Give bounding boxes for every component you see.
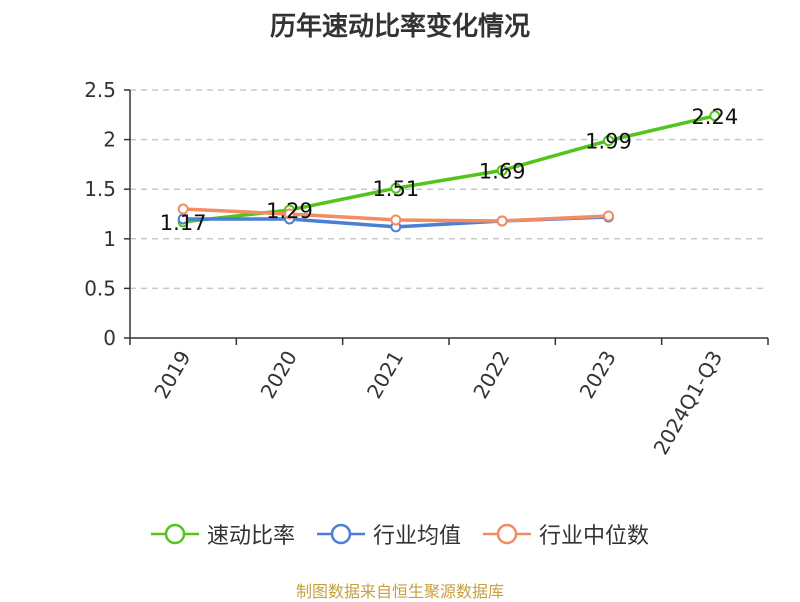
legend-swatch-icon (483, 523, 531, 545)
data-label-5: 2.24 (691, 105, 738, 129)
series-0-point-3 (496, 164, 508, 176)
y-tick-label-2: 1 (103, 227, 116, 251)
data-label-2: 1.51 (372, 177, 419, 201)
series-0-point-2 (390, 182, 402, 194)
x-tick-label-2: 2021 (362, 347, 408, 403)
legend-swatch-icon (316, 523, 365, 545)
legend-label: 速动比率 (206, 524, 295, 549)
series-2-point-1 (284, 208, 295, 220)
series-lines (182, 114, 716, 229)
series-2-point-0 (177, 203, 189, 215)
legend-label: 行业均值 (372, 524, 461, 549)
x-tick-label-5: 2024Q1-Q3 (648, 347, 727, 459)
data-label-3: 1.69 (479, 159, 526, 183)
series-0-point-4 (603, 135, 614, 147)
x-tick-label-1: 2020 (256, 347, 302, 403)
series-0-point-5 (709, 110, 721, 122)
series-points (177, 110, 721, 233)
x-tick-label-3: 2022 (468, 346, 514, 402)
x-tick-label-4: 2023 (575, 347, 621, 403)
y-tick-label-1: 0.5 (84, 276, 116, 300)
data-labels: 1.17 1.29 1.51 1.69 1.99 2.24 (160, 105, 738, 235)
legend-item-0[interactable]: 速动比率 (150, 518, 295, 550)
x-tick-label-0: 2019 (149, 347, 195, 403)
y-tick-label-5: 2.5 (84, 78, 116, 102)
series-2-point-2 (390, 214, 402, 226)
y-tick-label-4: 2 (103, 128, 116, 152)
legend-item-2[interactable]: 行业中位数 (483, 518, 649, 550)
legend: 速动比率 行业均值 行业中位数 (0, 518, 800, 550)
axes: 0 0.5 1 1.5 2 2.5 2019 2020 2021 2022 2023 2024Q1-Q… (84, 78, 769, 459)
series-line-0 (182, 114, 716, 224)
chart-title: 历年速动比率变化情况 (269, 12, 530, 42)
legend-item-1[interactable]: 行业均值 (316, 518, 461, 550)
legend-label: 行业中位数 (539, 524, 650, 549)
series-2-point-3 (496, 215, 508, 227)
y-tick-label-0: 0 (103, 326, 116, 350)
y-tick-label-3: 1.5 (84, 177, 116, 201)
data-label-4: 1.99 (585, 130, 632, 154)
series-2-point-4 (603, 210, 614, 222)
data-label-1: 1.29 (266, 199, 313, 223)
grid-lines (130, 89, 768, 290)
source-note: 制图数据来自恒生聚源数据库 (295, 582, 504, 601)
data-label-0: 1.17 (160, 211, 207, 235)
legend-swatch-icon (150, 523, 199, 545)
